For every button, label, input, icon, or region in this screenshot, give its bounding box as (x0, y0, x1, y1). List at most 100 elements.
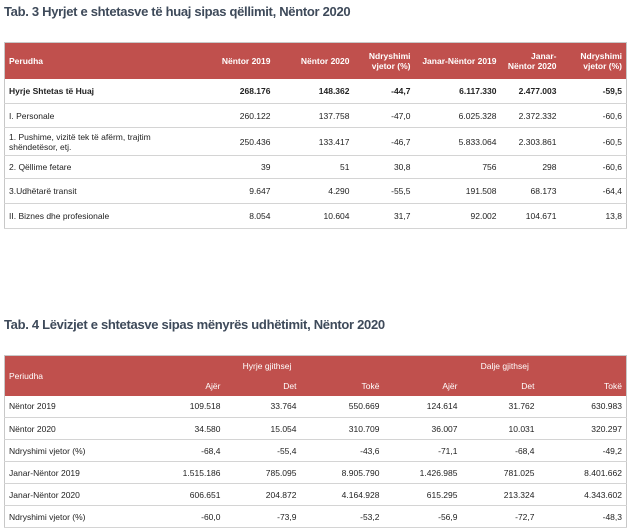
table-row: Ndryshimi vjetor (%) -68,4 -55,4 -43,6 -71,1… (4, 439, 627, 462)
table-cell: 13,8 (560, 203, 627, 229)
header-cell: Nëntor 2019 (190, 42, 275, 79)
table-cell: -60,6 (560, 103, 627, 128)
table-cell: 104.671 (500, 203, 561, 229)
table-cell: I. Personale (4, 103, 191, 128)
table-row: 1. Pushime, vizitë tek të afërm, trajtim… (4, 127, 627, 156)
header-cell: Nëntor 2020 (274, 42, 354, 79)
table-cell: -73,9 (224, 505, 301, 528)
table-cell: 39 (190, 155, 275, 179)
table-cell: 3.Udhëtarë transit (4, 178, 191, 204)
table-cell: 781.025 (461, 461, 539, 484)
header-cell: Janar-Nëntor 2020 (500, 42, 561, 79)
table-cell: -60,6 (560, 155, 627, 179)
table-cell: 2.477.003 (500, 78, 561, 104)
table-cell: 10.604 (274, 203, 354, 229)
table-cell: -64,4 (560, 178, 627, 204)
table-cell: 133.417 (274, 127, 354, 156)
table-cell: 756 (414, 155, 501, 179)
table-cell: 15.054 (224, 417, 301, 440)
table-cell: 2.372.332 (500, 103, 561, 128)
table-cell: Janar-Nëntor 2020 (4, 483, 151, 506)
table-cell: -46,7 (353, 127, 415, 156)
mode-table: Periudha Hyrje gjithsej Dalje gjithsej Ajë… (4, 355, 627, 528)
table-cell: 10.031 (461, 417, 539, 440)
header-cell: Ajër (150, 375, 225, 396)
table-cell: 606.651 (150, 483, 225, 506)
table-cell: 298 (500, 155, 561, 179)
table-cell: 8.401.662 (538, 461, 627, 484)
table-cell: 785.095 (224, 461, 301, 484)
table-cell: Ndryshimi vjetor (%) (4, 505, 151, 528)
purpose-table: Perudha Nëntor 2019 Nëntor 2020 Ndryshimi v… (4, 42, 627, 229)
table-cell: 2.303.861 (500, 127, 561, 156)
table-row: Ndryshimi vjetor (%) -60,0 -73,9 -53,2 -56,9… (4, 505, 627, 528)
table-cell: 1.515.186 (150, 461, 225, 484)
table-cell: 320.297 (538, 417, 627, 440)
table-cell: 124.614 (383, 395, 462, 418)
table-cell: 191.508 (414, 178, 501, 204)
table-cell: 1. Pushime, vizitë tek të afërm, trajtim… (4, 127, 191, 156)
table-cell: 109.518 (150, 395, 225, 418)
table-cell: -56,9 (383, 505, 462, 528)
table-cell: 5.833.064 (414, 127, 501, 156)
table-cell: Nëntor 2020 (4, 417, 151, 440)
table-cell: 1.426.985 (383, 461, 462, 484)
header-cell: Det (461, 375, 539, 396)
table-cell: -55,5 (353, 178, 415, 204)
table-cell: 31,7 (353, 203, 415, 229)
table-cell: 51 (274, 155, 354, 179)
table-cell: 36.007 (383, 417, 462, 440)
table-cell: -72,7 (461, 505, 539, 528)
header-cell: Periudha (4, 355, 151, 396)
header-row: Ajër Det Tokë Ajër Det Tokë (5, 375, 627, 396)
table-cell: -55,4 (224, 439, 301, 462)
table-cell: 4.343.602 (538, 483, 627, 506)
header-cell: Hyrje gjithsej (150, 355, 384, 376)
header-cell: Dalje gjithsej (383, 355, 627, 376)
table-cell: 137.758 (274, 103, 354, 128)
table-cell: 213.324 (461, 483, 539, 506)
table-cell: -43,6 (300, 439, 384, 462)
header-row: Periudha Hyrje gjithsej Dalje gjithsej (4, 355, 627, 396)
table-cell: -71,1 (383, 439, 462, 462)
header-cell: Ajër (383, 375, 462, 396)
table-cell: 31.762 (461, 395, 539, 418)
header-cell: Ndryshimi vjetor (%) (353, 42, 415, 79)
table-cell: Ndryshimi vjetor (%) (4, 439, 151, 462)
table-cell: 68.173 (500, 178, 561, 204)
table-row: Hyrje Shtetas të Huaj 268.176 148.362 -44,7… (4, 78, 627, 104)
header-cell: Det (224, 375, 301, 396)
header-cell: Ndryshimi vjetor (%) (560, 42, 627, 79)
table-row: Nëntor 2019 109.518 33.764 550.669 124.614 31… (4, 395, 627, 418)
table-cell: Hyrje Shtetas të Huaj (4, 78, 191, 104)
table-cell: 2. Qëllime fetare (4, 155, 191, 179)
table-cell: 630.983 (538, 395, 627, 418)
table-row: I. Personale 260.122 137.758 -47,0 6.025.328… (4, 103, 627, 128)
table-cell: 260.122 (190, 103, 275, 128)
table-cell: 8.905.790 (300, 461, 384, 484)
table-cell: 250.436 (190, 127, 275, 156)
table-title: Tab. 3 Hyrjet e shtetasve të huaj sipas … (4, 4, 351, 19)
header-cell: Tokë (538, 375, 627, 396)
table-cell: -48,3 (538, 505, 627, 528)
table-cell: -49,2 (538, 439, 627, 462)
table-row: II. Biznes dhe profesionale 8.054 10.604 31… (4, 203, 627, 229)
table-cell: -68,4 (461, 439, 539, 462)
table-cell: 310.709 (300, 417, 384, 440)
table-cell: 92.002 (414, 203, 501, 229)
table-cell: 30,8 (353, 155, 415, 179)
table-cell: -60,5 (560, 127, 627, 156)
table-cell: 4.164.928 (300, 483, 384, 506)
table-cell: -60,0 (150, 505, 225, 528)
table-cell: 33.764 (224, 395, 301, 418)
table-cell: 268.176 (190, 78, 275, 104)
table-cell: 34.580 (150, 417, 225, 440)
table-row: 3.Udhëtarë transit 9.647 4.290 -55,5 191.508… (4, 178, 627, 204)
table-cell: 204.872 (224, 483, 301, 506)
table-title: Tab. 4 Lëvizjet e shtetasve sipas mënyrë… (4, 317, 385, 332)
table-cell: 615.295 (383, 483, 462, 506)
table-row: Janar-Nëntor 2019 1.515.186 785.095 8.905.7… (4, 461, 627, 484)
table-cell: 4.290 (274, 178, 354, 204)
table-cell: 6.117.330 (414, 78, 501, 104)
